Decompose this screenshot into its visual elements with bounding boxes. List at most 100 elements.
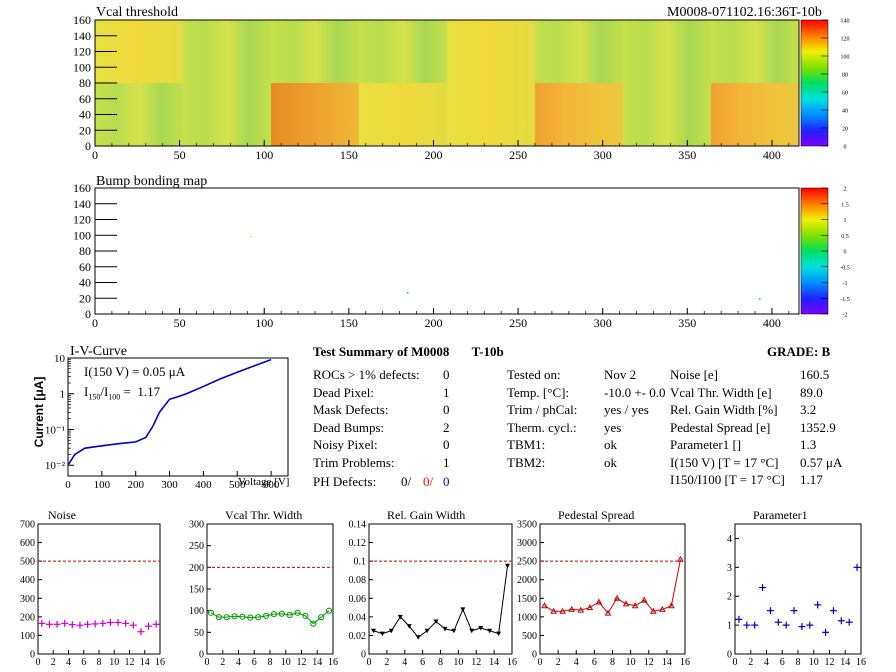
x-tick-label: 12 xyxy=(125,657,135,668)
palette-tick-label: 2 xyxy=(844,187,847,193)
row-label: Trim Problems: xyxy=(313,454,395,470)
x-tick-label: 10 xyxy=(109,657,119,668)
data-point xyxy=(604,609,612,616)
chart-frame xyxy=(539,523,686,655)
x-tick-label: 0 xyxy=(367,657,372,668)
y-tick-label: 100 xyxy=(73,228,91,242)
vcal-palette-ticks: 0 20 40 60 80 100 120 140 xyxy=(821,19,850,151)
x-tick-label: 0 xyxy=(92,316,98,330)
data-point xyxy=(294,609,301,616)
data-point xyxy=(442,626,448,632)
map-block-bottom xyxy=(359,83,448,146)
summary-row: Dead Pixel: 1 xyxy=(313,384,458,402)
row-value: Nov 2 xyxy=(604,367,637,382)
row-label: Noisy Pixel: xyxy=(313,437,378,452)
palette-tick-label: -1 xyxy=(843,281,848,287)
summary-right: Noise [e] 160.5 Vcal Thr. Width [e] 89.0 R… xyxy=(670,366,870,489)
x-tick-label: 300 xyxy=(594,316,612,330)
bump-map-dots xyxy=(250,236,761,300)
y-tick-label: 1000 xyxy=(517,612,537,623)
data-point xyxy=(207,609,215,616)
bump-dot xyxy=(250,236,252,238)
y-tick-label: 0.08 xyxy=(349,575,367,586)
data-point xyxy=(318,614,325,621)
data-point xyxy=(541,602,548,609)
palette-tick-label: 60 xyxy=(842,91,848,97)
y-tick-label: 2000 xyxy=(517,575,537,586)
x-tick-label: 100 xyxy=(255,148,273,162)
summary-row: Trim Problems: 1 xyxy=(313,454,458,472)
data-point xyxy=(487,628,493,634)
y-tick-label: 0.1 xyxy=(354,557,367,568)
summary-row: TBM1: ok xyxy=(507,436,672,454)
palette-tick-label: 0 xyxy=(844,145,847,151)
x-tick-label: 0 xyxy=(205,657,210,668)
summary-row: Pedestal Spread [e] 1352.9 xyxy=(670,419,870,437)
iv-frame xyxy=(67,357,289,477)
bump-map: 0 50 100 150 200 250 300 350 4000204060801001201… xyxy=(73,181,850,330)
x-tick-label: 6 xyxy=(252,657,257,668)
y-tick-label: 200 xyxy=(189,563,204,574)
y-tick-label: 1 xyxy=(60,389,66,401)
y-tick-label: 20 xyxy=(79,291,91,305)
row-label: Dead Bumps: xyxy=(313,419,385,435)
x-tick-label: 200 xyxy=(127,479,144,490)
summary-chart-3: Rel. Gain Width 0 2 4 6 8 10 12 14 16 0 0.02 0.04 0.0… xyxy=(349,508,518,668)
palette-tick-label: -1.5 xyxy=(840,297,850,303)
data-point xyxy=(286,611,293,619)
x-tick-label: 16 xyxy=(328,657,338,668)
x-tick-label: 300 xyxy=(594,148,612,162)
y-tick-label: 140 xyxy=(73,29,91,43)
chart-title: Noise xyxy=(48,508,76,522)
x-tick-label: 50 xyxy=(174,316,186,330)
row-value: 3.2 xyxy=(800,402,817,417)
bump-title: Bump bonding map xyxy=(96,174,208,189)
map-block-top xyxy=(535,20,624,83)
y-tick-label: 400 xyxy=(20,575,35,586)
grade-label: GRADE: B xyxy=(767,344,831,359)
data-point xyxy=(622,600,630,607)
x-tick-label: 2 xyxy=(51,657,56,668)
row-value: 1 xyxy=(443,454,450,470)
palette-tick-label: 1 xyxy=(844,218,847,224)
x-tick-label: 400 xyxy=(195,479,212,490)
row-value: 160.5 xyxy=(800,367,830,382)
data-point xyxy=(451,628,457,634)
ph-defects-row: PH Defects: 0/ 0/ 0 xyxy=(313,473,458,491)
chart-title: Rel. Gain Width xyxy=(387,508,465,522)
x-tick-label: 16 xyxy=(507,657,517,668)
module-id: M0008-071102.16:36T-10b xyxy=(667,5,822,20)
x-tick-label: 10 xyxy=(281,657,291,668)
iv-chart: 0 100 200 300 400 500 600 10⁻² 10⁻¹ 1 10 xyxy=(45,353,289,490)
x-tick-label: 200 xyxy=(424,148,442,162)
palette-tick-label: 80 xyxy=(842,73,848,79)
map-block-bottom xyxy=(623,83,712,146)
data-point xyxy=(478,626,484,631)
summary-middle: Tested on: Nov 2 Temp. [°C]: -10.0 +- 0.0 … xyxy=(507,366,672,471)
map-block-top xyxy=(359,20,448,83)
y-tick-label: 80 xyxy=(79,244,91,258)
summary-row: Trim / phCal: yes / yes xyxy=(507,401,672,419)
y-tick-label: 0.12 xyxy=(349,538,367,549)
data-point xyxy=(388,628,394,634)
x-tick-label: 4 xyxy=(402,657,407,668)
x-tick-label: 6 xyxy=(592,657,597,668)
x-tick-label: 0 xyxy=(36,657,41,668)
y-tick-label: 1 xyxy=(727,621,732,632)
bump-dot xyxy=(407,292,409,294)
x-tick-label: 14 xyxy=(140,657,150,668)
x-tick-label: 12 xyxy=(825,657,835,668)
x-tick-label: 10 xyxy=(626,657,636,668)
ph-label: PH Defects: xyxy=(313,474,377,489)
data-point xyxy=(325,607,333,614)
x-tick-label: 150 xyxy=(340,316,358,330)
x-tick-label: 8 xyxy=(268,657,273,668)
data-point xyxy=(496,631,502,637)
palette-tick-label: 1.5 xyxy=(841,202,849,208)
y-tick-label: 500 xyxy=(522,631,537,642)
series-line xyxy=(544,559,681,615)
y-tick-label: 2 xyxy=(727,592,732,603)
data-point xyxy=(586,604,594,611)
summary-row: Therm. cycl.: yes xyxy=(507,419,672,437)
